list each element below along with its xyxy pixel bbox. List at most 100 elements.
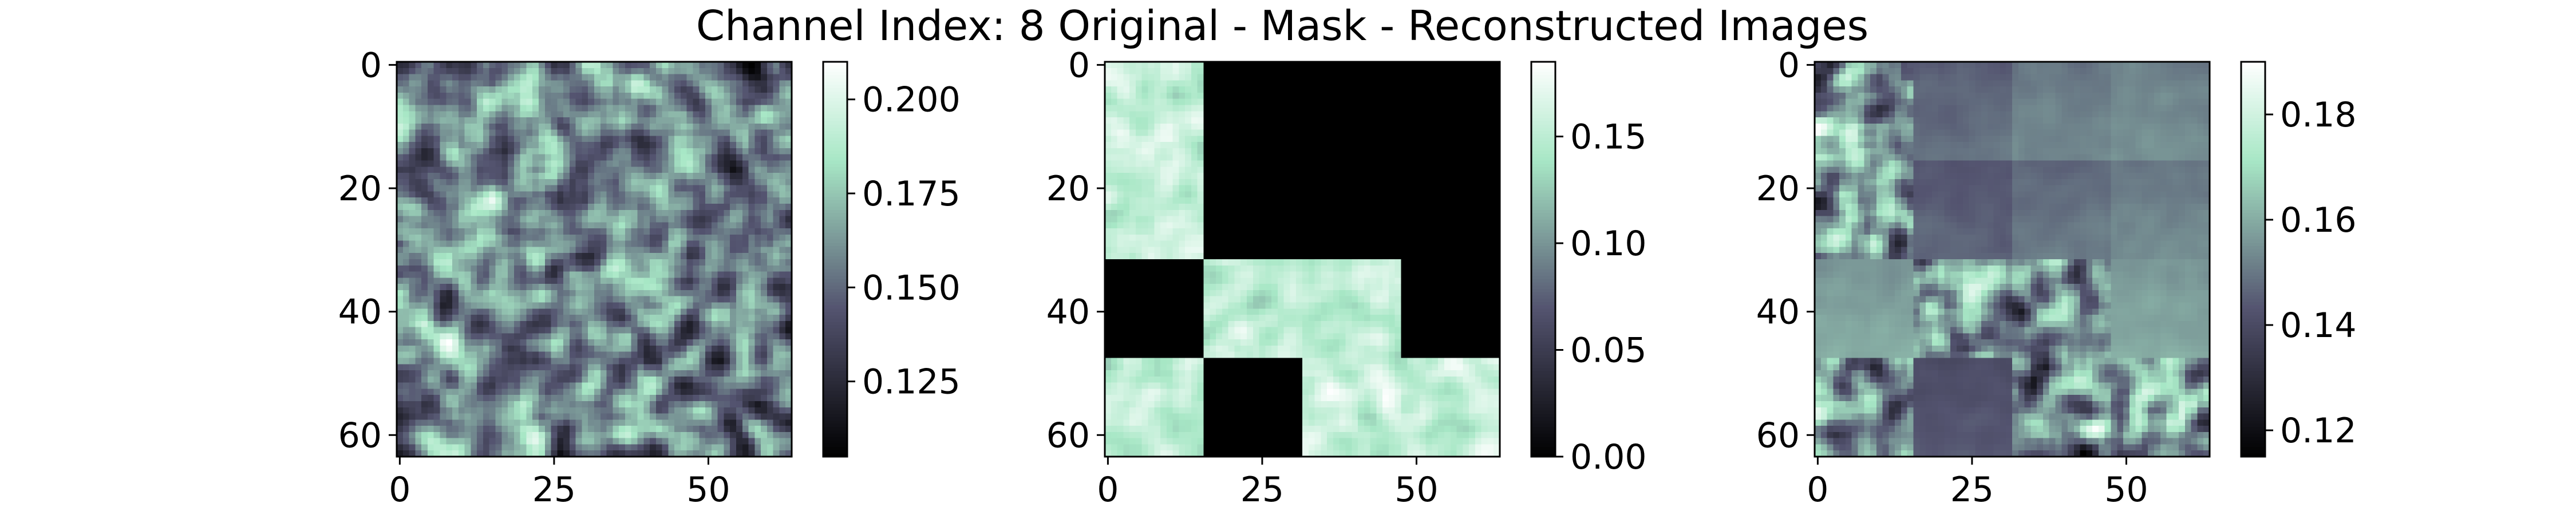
heatmap-cell (440, 234, 447, 241)
heatmap-cell (711, 278, 718, 284)
heatmap-cell (1271, 123, 1278, 130)
heatmap-cell (397, 413, 404, 420)
heatmap-cell (402, 271, 410, 278)
heatmap-cell (606, 142, 613, 149)
heatmap-cell (637, 401, 644, 408)
heatmap-cell (730, 209, 737, 217)
heatmap-cell (711, 431, 718, 439)
heatmap-cell (717, 167, 725, 173)
heatmap-cell (613, 315, 619, 322)
heatmap-cell (650, 253, 657, 260)
heatmap-cell (551, 431, 558, 439)
heatmap-cell (427, 315, 434, 322)
heatmap-cell (662, 136, 669, 142)
heatmap-cell (730, 253, 737, 260)
colorbar-segment (823, 381, 847, 385)
heatmap-cell (588, 228, 595, 235)
heatmap-cell (736, 358, 743, 365)
heatmap-cell (464, 222, 471, 229)
heatmap-cell (526, 142, 533, 149)
heatmap-cell (600, 284, 607, 291)
heatmap-cell (415, 302, 422, 309)
heatmap-cell (662, 86, 669, 93)
heatmap-cell (748, 228, 755, 235)
heatmap-cell (1444, 92, 1451, 100)
heatmap-cell (767, 185, 774, 192)
heatmap-cell (730, 160, 737, 167)
heatmap-cell (662, 419, 669, 426)
heatmap-cell (668, 209, 675, 217)
heatmap-cell (600, 419, 607, 426)
heatmap-cell (415, 370, 422, 377)
heatmap-cell (655, 413, 663, 420)
heatmap-cell (606, 247, 613, 253)
heatmap-cell (748, 105, 755, 112)
heatmap-cell (779, 148, 786, 155)
heatmap-cell (705, 247, 712, 253)
heatmap-cell (1290, 62, 1297, 69)
heatmap-cell (464, 450, 471, 457)
heatmap-cell (686, 450, 694, 457)
heatmap-cell (415, 296, 422, 303)
heatmap-cell (397, 302, 404, 309)
heatmap-cell (520, 413, 527, 420)
heatmap-cell (1475, 98, 1482, 106)
heatmap-cell (1191, 129, 1198, 136)
heatmap-cell (730, 191, 737, 198)
heatmap-cell (588, 271, 595, 278)
heatmap-cell (489, 123, 496, 130)
heatmap-cell (495, 370, 502, 377)
heatmap-cell (433, 407, 441, 414)
heatmap-cell (730, 148, 737, 155)
heatmap-cell (1222, 62, 1229, 69)
heatmap-cell (650, 339, 657, 346)
heatmap-cell (1450, 62, 1457, 69)
heatmap-cell (736, 426, 743, 433)
heatmap-cell (489, 160, 496, 167)
heatmap-cell (643, 62, 650, 69)
heatmap-cell (501, 333, 508, 340)
heatmap-cell (1111, 117, 1118, 124)
heatmap-cell (421, 290, 428, 297)
heatmap-cell (1487, 117, 1494, 124)
heatmap-cell (785, 259, 792, 266)
heatmap-cell (655, 216, 663, 223)
heatmap-cell (724, 413, 730, 420)
heatmap-cell (754, 117, 761, 124)
heatmap-cell (1444, 98, 1451, 106)
heatmap-cell (717, 327, 725, 334)
heatmap-cell (742, 271, 749, 278)
heatmap-cell (544, 80, 552, 87)
heatmap-cell (773, 271, 780, 278)
heatmap-cell (1432, 98, 1439, 106)
heatmap-cell (483, 253, 490, 260)
heatmap-cell (1327, 74, 1334, 81)
heatmap-cell (650, 228, 657, 235)
heatmap-cell (427, 401, 434, 408)
heatmap-cell (606, 407, 613, 414)
heatmap-cell (705, 345, 712, 352)
heatmap-cell (544, 426, 552, 433)
heatmap-cell (668, 308, 675, 315)
heatmap-cell (421, 302, 428, 309)
heatmap-cell (748, 407, 755, 414)
heatmap-cell (773, 296, 780, 303)
heatmap-cell (655, 80, 663, 87)
heatmap-cell (761, 413, 768, 420)
heatmap-cell (779, 444, 786, 451)
heatmap-cell (489, 302, 496, 309)
heatmap-cell (1475, 68, 1482, 75)
heatmap-cell (767, 216, 774, 223)
heatmap-cell (1345, 111, 1352, 118)
heatmap-cell (557, 450, 564, 457)
heatmap-cell (662, 62, 669, 69)
heatmap-cell (1327, 105, 1334, 112)
heatmap-cell (594, 234, 601, 241)
heatmap-cell (1234, 86, 1241, 93)
heatmap-cell (613, 136, 619, 142)
heatmap-cell (1394, 117, 1402, 124)
heatmap-cell (427, 216, 434, 223)
heatmap-cell (730, 345, 737, 352)
heatmap-cell (730, 302, 737, 309)
heatmap-cell (582, 160, 588, 167)
